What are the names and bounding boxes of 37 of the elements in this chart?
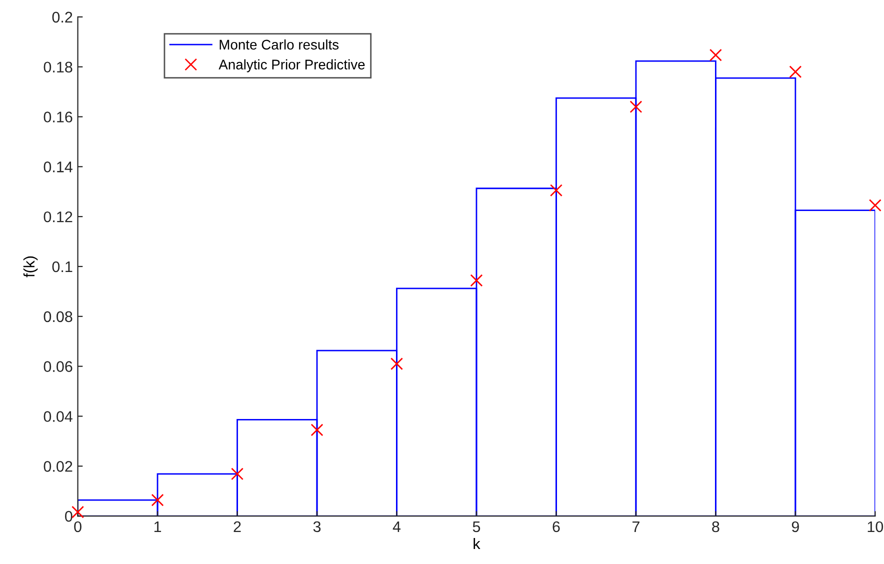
y-tick-label: 0.02 bbox=[44, 461, 72, 472]
point bbox=[630, 100, 642, 114]
x-tick-label: 7 bbox=[632, 521, 640, 532]
y-tick-label: 0.12 bbox=[44, 211, 72, 222]
point bbox=[789, 66, 802, 78]
y-tick-label: 0.06 bbox=[44, 361, 72, 372]
y-tick-label: 0.2 bbox=[52, 12, 72, 23]
x-tick-label: 1 bbox=[154, 521, 162, 532]
y-axis-title: f(k) bbox=[23, 256, 38, 278]
x-tick-label: 5 bbox=[472, 521, 480, 532]
point bbox=[868, 199, 882, 212]
point bbox=[390, 358, 403, 370]
legend-label: Analytic Prior Predictive bbox=[218, 59, 365, 72]
y-tick-label: 0 bbox=[65, 510, 72, 522]
point bbox=[470, 274, 483, 287]
legend-label: Monte Carlo results bbox=[220, 39, 339, 50]
x-tick-label: 9 bbox=[792, 521, 799, 532]
x-tick-label: 3 bbox=[313, 521, 321, 532]
y-tick-label: 0.1 bbox=[52, 261, 72, 272]
y-tick-label: 0.04 bbox=[44, 411, 72, 422]
y-tick-label: 0.08 bbox=[44, 311, 72, 322]
point bbox=[72, 506, 84, 518]
point bbox=[550, 184, 562, 197]
point bbox=[151, 494, 164, 506]
x-axis-title: k bbox=[474, 538, 480, 550]
x-tick-label: 0 bbox=[74, 521, 82, 532]
x-tick-label: 10 bbox=[868, 521, 884, 532]
point bbox=[709, 48, 722, 62]
point bbox=[231, 468, 244, 480]
y-tick-label: 0.18 bbox=[44, 62, 72, 73]
y-tick-label: 0.14 bbox=[44, 162, 72, 172]
x-tick-label: 4 bbox=[392, 521, 401, 532]
x-tick-label: 2 bbox=[234, 521, 241, 532]
x-tick-label: 6 bbox=[552, 521, 560, 532]
x-tick-label: 8 bbox=[712, 521, 720, 532]
y-tick-label: 0.16 bbox=[44, 112, 72, 122]
point bbox=[310, 424, 324, 436]
